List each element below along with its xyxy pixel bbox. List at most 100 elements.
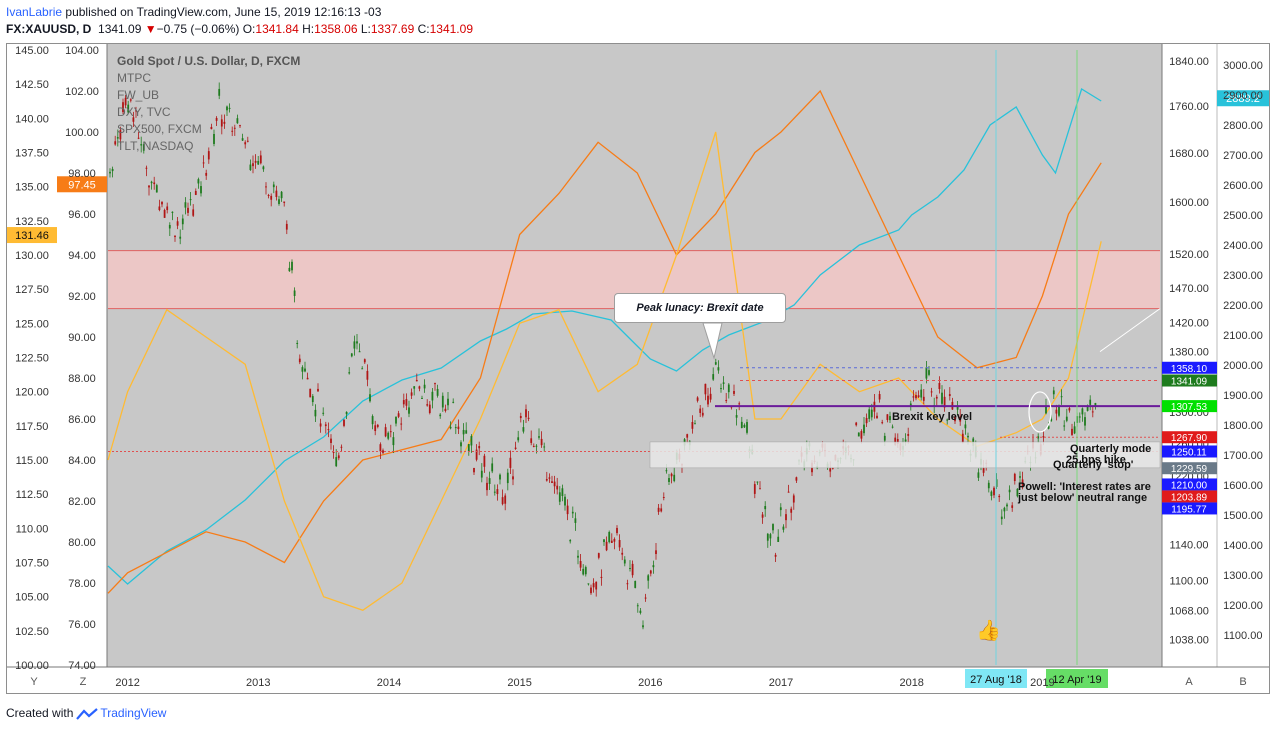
y-tick-label: 2500.00 bbox=[1223, 210, 1263, 222]
candle-body bbox=[668, 478, 670, 482]
candle-body bbox=[1063, 425, 1066, 427]
candle-body bbox=[694, 423, 696, 425]
button-b[interactable]: B bbox=[1239, 676, 1246, 688]
button-z[interactable]: Z bbox=[80, 676, 87, 688]
annotation-powell-1: Powell: 'Interest rates are bbox=[1018, 481, 1151, 493]
candle-body bbox=[954, 417, 956, 422]
series-line-tlt bbox=[107, 131, 1102, 612]
tradingview-link[interactable]: TradingView bbox=[100, 706, 167, 720]
candle-body bbox=[506, 472, 509, 484]
author-link[interactable]: IvanLabrie bbox=[6, 5, 63, 19]
candle-body bbox=[831, 467, 834, 469]
candle-body bbox=[374, 425, 377, 431]
candle-body bbox=[647, 575, 650, 581]
candle-body bbox=[239, 125, 241, 127]
candle-body bbox=[501, 497, 504, 505]
peak-lunacy-callout[interactable]: Peak lunacy: Brexit date bbox=[614, 293, 786, 323]
candle-body bbox=[213, 134, 215, 144]
candle-body bbox=[428, 404, 431, 413]
candle-body bbox=[961, 433, 964, 443]
candle-body bbox=[246, 140, 249, 142]
candle-body bbox=[327, 429, 330, 431]
candle-body bbox=[569, 540, 572, 542]
candle-body bbox=[382, 450, 384, 453]
candle-body bbox=[959, 417, 962, 422]
candle-body bbox=[782, 526, 785, 530]
candle-body bbox=[363, 359, 366, 363]
candle-body bbox=[1058, 406, 1060, 416]
time-marker-apr19[interactable]: 12 Apr '19 bbox=[1052, 674, 1101, 686]
candle-body bbox=[356, 341, 358, 344]
candle-body bbox=[306, 377, 309, 380]
candle-body bbox=[241, 138, 244, 141]
candle-body bbox=[787, 491, 790, 493]
y-tick-label: 1800.00 bbox=[1223, 420, 1263, 432]
candle-body bbox=[928, 370, 930, 375]
y-tick-label: 74.00 bbox=[68, 660, 96, 672]
badge-bg-right bbox=[1217, 90, 1269, 107]
symbol-label: FX:XAUUSD, D bbox=[6, 22, 92, 36]
candle-body bbox=[252, 163, 254, 167]
candle-body bbox=[616, 527, 618, 534]
candle-body bbox=[496, 489, 499, 495]
candle-body bbox=[967, 435, 969, 438]
candle-body bbox=[1078, 416, 1081, 418]
candle-body bbox=[262, 166, 265, 170]
y-tick-label: 1300.00 bbox=[1223, 570, 1263, 582]
y-tick-label: 1140.00 bbox=[1170, 540, 1209, 552]
candle-body bbox=[184, 202, 187, 208]
annotation-bps-hike: 25 bps hike bbox=[1066, 454, 1126, 466]
y-tick-label: 100.00 bbox=[15, 660, 49, 672]
candle-body bbox=[452, 401, 455, 403]
candle-body bbox=[462, 429, 465, 435]
thumbs-up-icon[interactable]: 👍 bbox=[976, 620, 1001, 642]
candle-body bbox=[197, 179, 200, 184]
candle-body bbox=[597, 553, 600, 558]
candle-body bbox=[166, 206, 169, 211]
y-tick-label: 117.50 bbox=[16, 421, 49, 433]
plot-background bbox=[107, 44, 1162, 667]
candle-body bbox=[722, 382, 725, 384]
candle-body bbox=[907, 434, 910, 436]
candle-body bbox=[1084, 417, 1086, 426]
candle-body bbox=[265, 186, 267, 188]
chart-title: Gold Spot / U.S. Dollar, D, FXCM bbox=[117, 54, 300, 68]
y-tick-label: 1760.00 bbox=[1169, 101, 1209, 113]
candle-body bbox=[444, 408, 447, 411]
high-value: 1358.06 bbox=[314, 22, 358, 36]
candle-body bbox=[119, 130, 122, 140]
candle-body bbox=[774, 554, 777, 557]
candle-body bbox=[792, 495, 795, 503]
candle-body bbox=[759, 488, 761, 490]
candle-body bbox=[1052, 390, 1055, 395]
candle-body bbox=[574, 518, 577, 523]
candle-body bbox=[795, 477, 798, 481]
price-badge-label: 1267.90 bbox=[1171, 433, 1208, 444]
y-tick-label: 80.00 bbox=[68, 537, 96, 549]
candle-body bbox=[912, 396, 915, 398]
created-with-label: Created with bbox=[6, 706, 74, 720]
candle-body bbox=[127, 104, 130, 113]
candle-body bbox=[470, 436, 473, 446]
button-y[interactable]: Y bbox=[30, 676, 38, 688]
button-a[interactable]: A bbox=[1185, 676, 1193, 688]
candle-body bbox=[746, 422, 748, 433]
candle-body bbox=[613, 538, 616, 542]
candle-body bbox=[535, 445, 538, 447]
candle-body bbox=[384, 427, 387, 437]
candle-body bbox=[483, 455, 486, 467]
candle-body bbox=[460, 442, 462, 447]
time-marker-aug18[interactable]: 27 Aug '18 bbox=[970, 674, 1022, 686]
candle-body bbox=[254, 160, 257, 163]
candle-body bbox=[772, 524, 774, 531]
candle-body bbox=[1086, 406, 1089, 411]
candle-body bbox=[153, 182, 156, 185]
candle-body bbox=[150, 181, 153, 184]
candle-body bbox=[538, 436, 540, 438]
candle-body bbox=[686, 434, 689, 438]
y-tick-label: 135.00 bbox=[15, 182, 49, 194]
y-tick-label: 1840.00 bbox=[1169, 56, 1209, 68]
candle-body bbox=[478, 446, 481, 449]
candle-body bbox=[181, 218, 184, 225]
